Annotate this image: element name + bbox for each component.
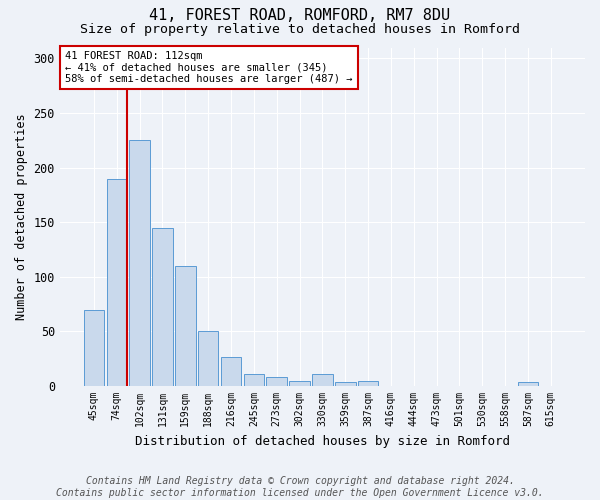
Y-axis label: Number of detached properties: Number of detached properties — [15, 114, 28, 320]
Bar — [266, 378, 287, 386]
Text: Contains HM Land Registry data © Crown copyright and database right 2024.
Contai: Contains HM Land Registry data © Crown c… — [56, 476, 544, 498]
Bar — [107, 178, 127, 386]
Text: 41 FOREST ROAD: 112sqm
← 41% of detached houses are smaller (345)
58% of semi-de: 41 FOREST ROAD: 112sqm ← 41% of detached… — [65, 51, 353, 84]
Bar — [335, 382, 356, 386]
Bar — [152, 228, 173, 386]
Bar — [83, 310, 104, 386]
Bar — [198, 332, 218, 386]
Bar — [289, 380, 310, 386]
Bar — [175, 266, 196, 386]
Text: Size of property relative to detached houses in Romford: Size of property relative to detached ho… — [80, 22, 520, 36]
Text: 41, FOREST ROAD, ROMFORD, RM7 8DU: 41, FOREST ROAD, ROMFORD, RM7 8DU — [149, 8, 451, 22]
Bar — [358, 380, 379, 386]
X-axis label: Distribution of detached houses by size in Romford: Distribution of detached houses by size … — [135, 434, 510, 448]
Bar — [244, 374, 264, 386]
Bar — [130, 140, 150, 386]
Bar — [518, 382, 538, 386]
Bar — [221, 356, 241, 386]
Bar — [312, 374, 332, 386]
